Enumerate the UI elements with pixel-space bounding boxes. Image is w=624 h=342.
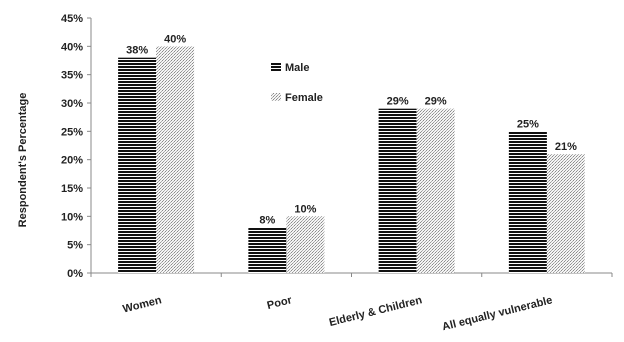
data-label: 40% [164, 33, 186, 45]
bar-female [156, 46, 195, 274]
bars [118, 46, 585, 274]
data-label: 38% [126, 45, 148, 57]
bar-female [546, 154, 585, 273]
x-category-label: Women [122, 294, 164, 315]
y-tick-label: 10% [61, 211, 83, 223]
data-label: 10% [294, 203, 316, 215]
data-labels: 38% 40% 8% 10% 29% 29% 25% 21% [126, 33, 577, 226]
x-category-label: Elderly & Children [328, 294, 424, 329]
bar-female [286, 216, 325, 273]
legend-swatch-female [271, 93, 281, 101]
legend: Male Female [271, 62, 323, 104]
data-label: 25% [517, 118, 539, 130]
y-axis-label: Respondent's Percentage [17, 93, 29, 228]
bar-female [416, 108, 455, 274]
y-tick-label: 25% [61, 126, 83, 138]
y-tick-label: 45% [61, 13, 83, 25]
data-label: 21% [555, 141, 577, 153]
data-label: 29% [387, 96, 409, 108]
bar-male [248, 227, 287, 273]
bar-male [508, 131, 547, 273]
y-tick-label: 20% [61, 155, 83, 167]
y-tick-label: 15% [61, 183, 83, 195]
y-tick-label: 30% [61, 98, 83, 110]
legend-label-male: Male [285, 62, 309, 74]
x-category-label: Poor [266, 294, 294, 312]
y-tick-label: 0% [67, 268, 83, 280]
legend-label-female: Female [285, 92, 323, 104]
legend-swatch-male [271, 63, 281, 71]
y-tick-label: 40% [61, 41, 83, 53]
x-category-label: All equally vulnerable [441, 294, 554, 333]
y-tick-label: 5% [67, 240, 83, 252]
data-label: 8% [259, 215, 275, 227]
bar-male [118, 57, 157, 273]
y-tick-label: 35% [61, 70, 83, 82]
bar-male [378, 108, 417, 274]
data-label: 29% [425, 96, 447, 108]
